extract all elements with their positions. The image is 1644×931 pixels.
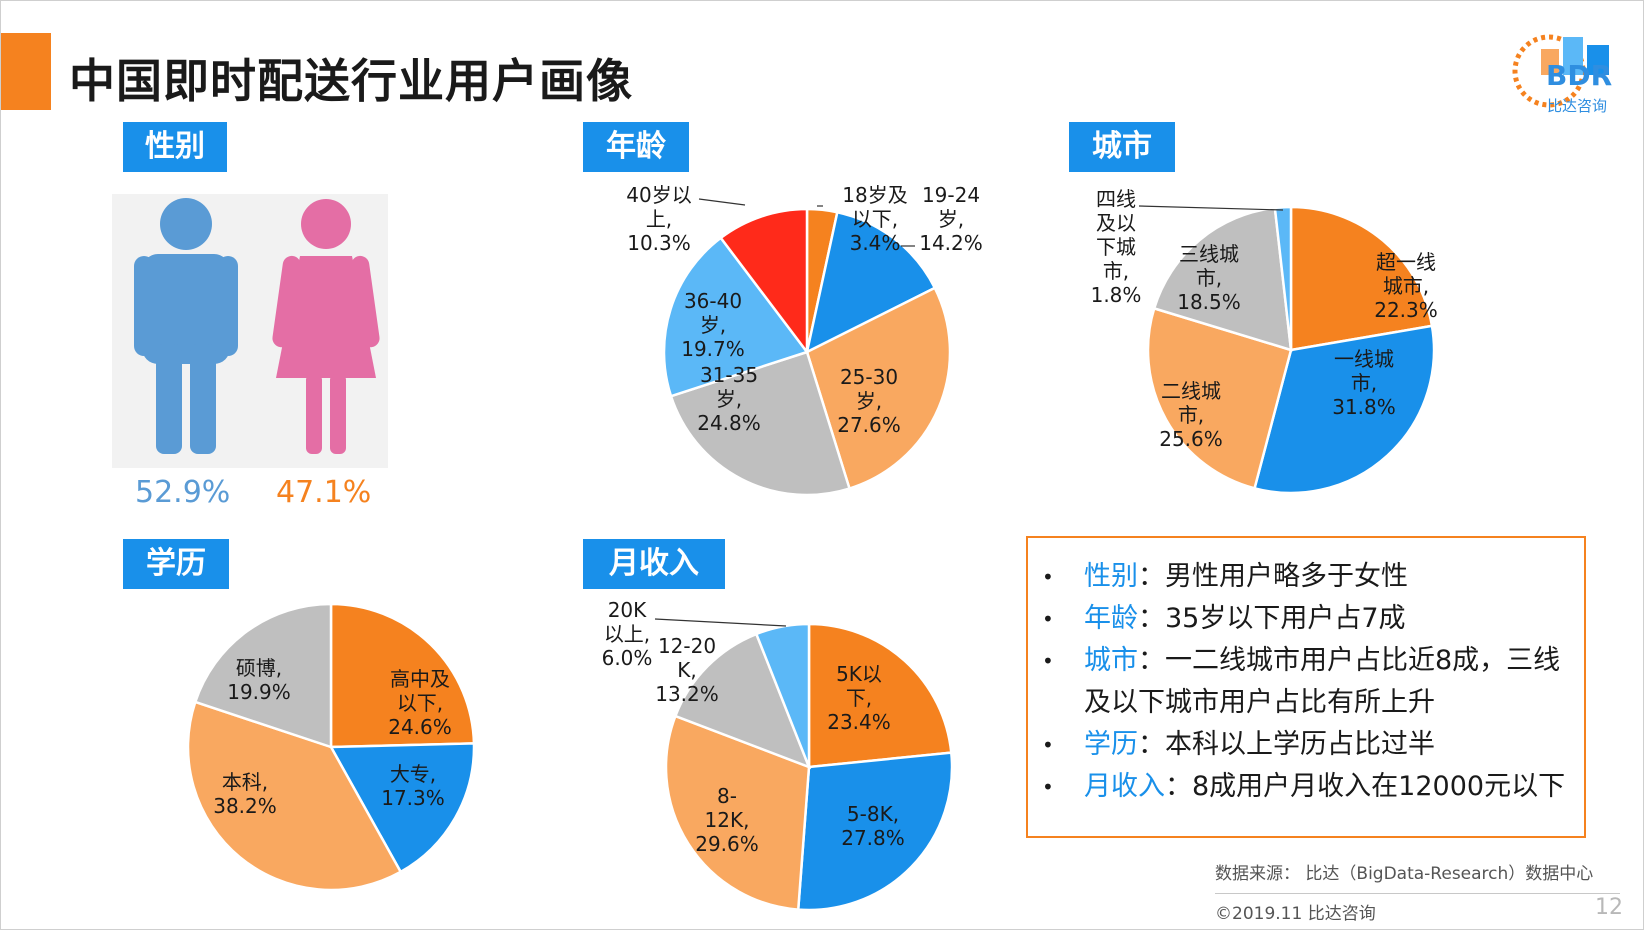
pie-label: 12-20 K, 13.2% [655, 634, 719, 706]
female-figure-icon [272, 199, 380, 454]
male-figure-icon [134, 198, 238, 454]
pie-label: 8-12K, 29.6% [695, 784, 759, 856]
pie-slice [719, 207, 809, 356]
leader-line [698, 198, 746, 206]
pie-slice [329, 602, 476, 749]
summary-text: ：一二线城市用户占比近8成，三线及以下城市用户占比有所上升 [1084, 645, 1561, 718]
copyright: ©2019.11 比达咨询 [1215, 904, 1376, 924]
bullet-icon: • [1042, 649, 1054, 673]
pie-slice [328, 742, 476, 874]
page-number: 12 [1595, 895, 1623, 920]
pie-slice [796, 751, 954, 912]
pie-slice [1146, 306, 1293, 490]
summary-key: 月收入 [1084, 771, 1165, 802]
summary-item: • 月收入：8成用户月收入在12000元以下 [1042, 766, 1574, 808]
pie-slice [805, 210, 937, 355]
summary-text: ：男性用户略多于女性 [1138, 561, 1408, 592]
footer-divider [1215, 893, 1620, 894]
pie-label: 二线城市, 25.6% [1159, 379, 1223, 451]
bullet-icon: • [1042, 607, 1054, 631]
summary-box: • 性别：男性用户略多于女性 • 年龄：35岁以下用户占7成 • 城市：一二线城市用户占比… [1026, 536, 1586, 838]
male-percent: 52.9% [135, 475, 231, 510]
bullet-icon: • [1042, 733, 1054, 757]
pie-label: 36-40 岁, 19.7% [681, 289, 745, 361]
leader-line [1138, 205, 1284, 211]
summary-key: 年龄 [1084, 603, 1138, 634]
bdr-logo-icon [1512, 34, 1609, 108]
pie-label: 三线城市, 18.5% [1177, 242, 1241, 314]
pie-slice [807, 622, 953, 769]
summary-item: • 年龄：35岁以下用户占7成 [1042, 598, 1574, 640]
pie-label: 本科, 38.2% [213, 770, 277, 818]
summary-item: • 性别：男性用户略多于女性 [1042, 556, 1574, 598]
pie-label: 40岁以上, 10.3% [626, 183, 691, 255]
summary-key: 城市 [1084, 645, 1138, 676]
pie-label: 硕博, 19.9% [227, 656, 291, 704]
gender-figures [134, 198, 380, 454]
title-accent-bar [1, 33, 51, 110]
logo-subtitle: 比达咨询 [1547, 97, 1608, 115]
logo-name: BDR [1546, 59, 1613, 92]
section-age: 年龄 [583, 122, 689, 172]
bullet-icon: • [1042, 775, 1054, 799]
pie-label: 19-24 岁, 14.2% [919, 183, 983, 255]
pie-slice [1289, 205, 1434, 352]
pie-label: 大专, 17.3% [381, 762, 445, 810]
summary-item: • 城市：一二线城市用户占比近8成，三线及以下城市用户占比有所上升 [1042, 640, 1574, 724]
pie-slice [193, 602, 333, 749]
summary-text: ：8成用户月收入在12000元以下 [1165, 771, 1566, 802]
pie-label: 5K以下, 23.4% [827, 662, 891, 734]
bullet-icon: • [1042, 565, 1054, 589]
pie-slice [805, 286, 952, 491]
pie-label: 18岁及以下, 3.4% [842, 183, 907, 255]
pie-slice [1152, 206, 1293, 352]
section-income: 月收入 [583, 539, 725, 589]
page-title: 中国即时配送行业用户画像 [69, 54, 633, 108]
pie-label: 一线城市, 31.8% [1332, 347, 1396, 419]
section-city: 城市 [1069, 122, 1175, 172]
gender-figure-panel [112, 194, 388, 468]
section-gender: 性别 [123, 122, 227, 172]
pie-label: 25-30 岁, 27.6% [837, 365, 901, 437]
pie-label: 四线及以下城市, 1.8% [1091, 187, 1142, 307]
section-education: 学历 [123, 539, 229, 589]
pie-label: 31-35 岁, 24.8% [697, 363, 761, 435]
pie-slice [1273, 205, 1293, 351]
pie-slice [186, 700, 403, 892]
data-source: 数据来源： 比达（BigData-Research）数据中心 [1215, 864, 1594, 884]
leader-line [654, 618, 787, 627]
pie-slice [754, 622, 811, 768]
pie-slice [1253, 324, 1436, 495]
female-percent: 47.1% [276, 475, 372, 510]
summary-text: ：35岁以下用户占7成 [1138, 603, 1406, 634]
summary-key: 性别 [1084, 561, 1138, 592]
pie-label: 超一线城市, 22.3% [1374, 250, 1438, 322]
pie-slice [673, 632, 812, 770]
pie-label: 高中及以下, 24.6% [388, 667, 452, 739]
summary-item: • 学历：本科以上学历占比过半 [1042, 724, 1574, 766]
pie-label: 5-8K, 27.8% [841, 802, 905, 850]
pie-label: 20K 以上, 6.0% [602, 598, 653, 670]
summary-text: ：本科以上学历占比过半 [1138, 729, 1435, 760]
pie-slice [662, 236, 810, 398]
pie-slice [664, 714, 811, 911]
pie-slice [669, 350, 852, 497]
summary-key: 学历 [1084, 729, 1138, 760]
summary-list: • 性别：男性用户略多于女性 • 年龄：35岁以下用户占7成 • 城市：一二线城市用户占比… [1042, 556, 1574, 808]
